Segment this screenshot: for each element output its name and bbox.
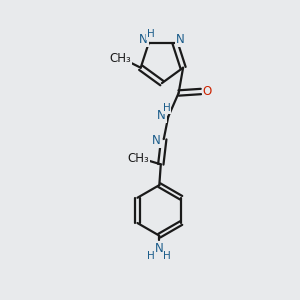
Text: H: H bbox=[164, 250, 171, 261]
Text: N: N bbox=[157, 109, 166, 122]
Text: CH₃: CH₃ bbox=[128, 152, 149, 165]
Text: O: O bbox=[203, 85, 212, 98]
Text: H: H bbox=[147, 250, 155, 261]
Text: N: N bbox=[176, 33, 185, 46]
Text: H: H bbox=[147, 29, 155, 39]
Text: N: N bbox=[155, 242, 164, 255]
Text: N: N bbox=[152, 134, 161, 147]
Text: CH₃: CH₃ bbox=[109, 52, 131, 65]
Text: N: N bbox=[139, 33, 148, 46]
Text: H: H bbox=[163, 103, 171, 113]
